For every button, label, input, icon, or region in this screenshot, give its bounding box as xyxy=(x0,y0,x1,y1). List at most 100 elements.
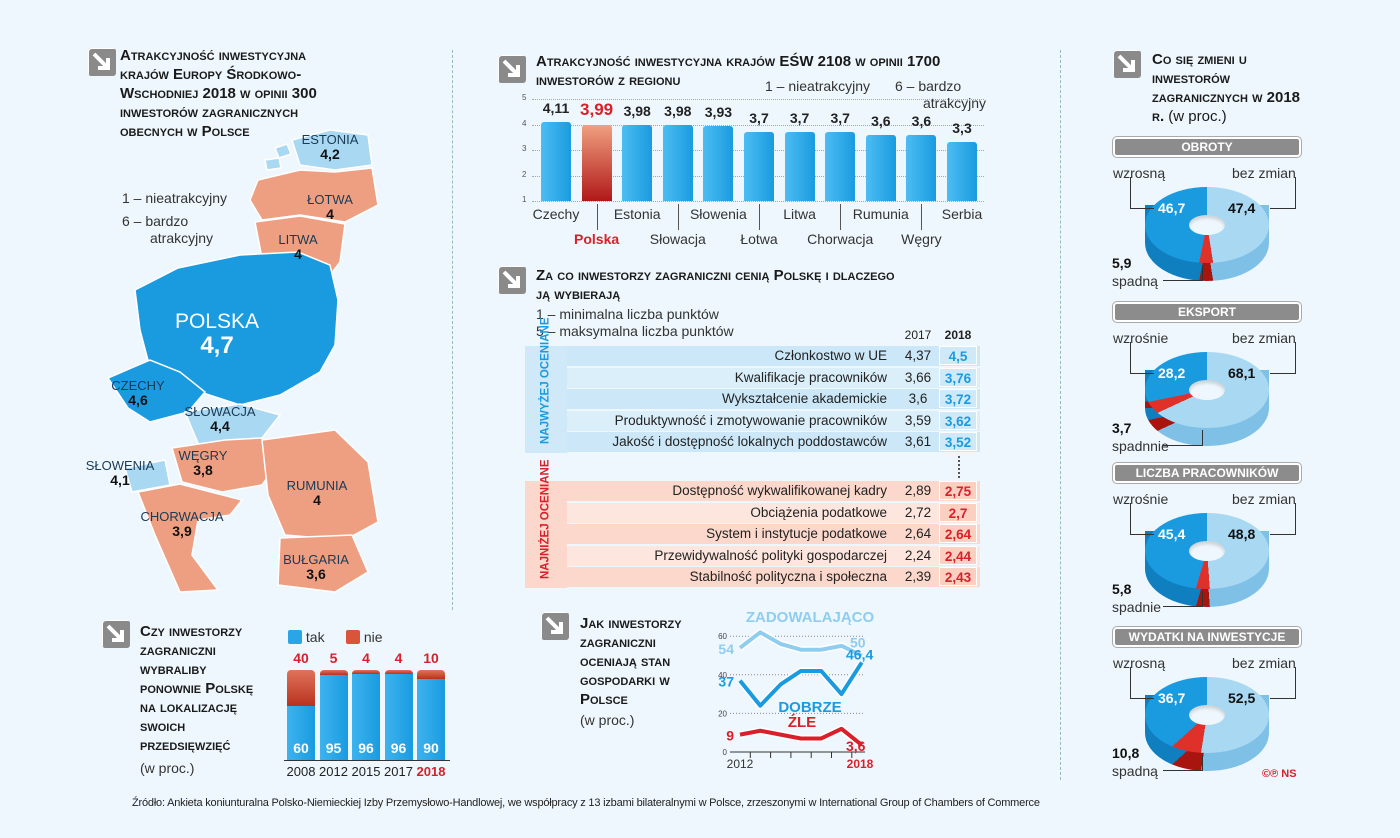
x-label: Estonia xyxy=(613,206,661,222)
bar xyxy=(622,125,653,201)
country-name: CZECHY xyxy=(111,378,165,393)
row-label: System i instytucje podatkowe xyxy=(706,526,887,541)
reasons-legend-max: 5 – maksymalna liczba punktów xyxy=(536,323,734,339)
x-label-first: 2012 xyxy=(727,757,754,771)
x-label: Polska xyxy=(574,231,620,247)
value-2017: 3,6 xyxy=(908,391,928,406)
row-label: Przewidywalność polityki gospodarczej xyxy=(654,547,887,563)
map-label: ESTONIA 4,2 xyxy=(285,132,375,162)
map-legend-max: 6 – bardzo atrakcyjny xyxy=(122,213,214,246)
leader-line xyxy=(1130,177,1154,209)
same-label: bez zmian xyxy=(1232,491,1296,507)
table-row: Członkostwo w UE 4,37 4,5 xyxy=(567,346,980,366)
credit: ©℗ NS xyxy=(1262,768,1297,780)
series-name: DOBRZE xyxy=(778,699,841,716)
up-label: wzrosną xyxy=(1113,165,1166,181)
legend-label: nie xyxy=(363,629,383,645)
bar xyxy=(947,142,977,201)
y-tick: 60 xyxy=(718,632,727,641)
tick xyxy=(921,204,923,230)
row-label: Obciążenia podatkowe xyxy=(750,504,887,520)
value-2017: 4,37 xyxy=(904,348,932,363)
map-bulgaria xyxy=(277,534,369,593)
leader-line xyxy=(1130,342,1154,374)
legend-tak: tak xyxy=(288,629,325,646)
section-header: EKSPORT xyxy=(1113,302,1301,322)
bar xyxy=(744,132,774,201)
series-line xyxy=(739,726,864,747)
bar xyxy=(865,134,896,201)
ellipsis-line xyxy=(958,456,960,478)
up-value: 28,2 xyxy=(1158,365,1186,381)
value-2018: 3,76 xyxy=(939,367,977,387)
x-label: Czechy xyxy=(532,206,580,222)
value-2017: 2,24 xyxy=(904,547,932,563)
value-label: 3,98 xyxy=(664,103,692,119)
value-tak: 60 xyxy=(293,740,309,756)
map-latvia xyxy=(249,167,379,223)
last-value: 3,6 xyxy=(846,738,866,754)
value-tak: 95 xyxy=(325,740,342,756)
country-value: 3,6 xyxy=(306,566,326,582)
value-2018: 3,62 xyxy=(939,410,977,430)
bar-nie xyxy=(287,670,315,706)
map xyxy=(106,129,379,593)
country-value: 4,4 xyxy=(210,418,230,434)
country-value: 4,6 xyxy=(128,392,148,408)
value-label: 3,6 xyxy=(871,112,891,129)
x-label: Słowenia xyxy=(689,206,747,222)
country-value: 3,9 xyxy=(172,523,192,539)
down-label: spadnie xyxy=(1112,599,1162,615)
leader-line xyxy=(1163,430,1203,446)
row-label: Wykształcenie akademickie xyxy=(722,391,887,406)
changes-title-text: Co się zmieni u inwestorów zagranicznych… xyxy=(1152,51,1301,125)
x-label: Rumunia xyxy=(852,206,909,222)
value-tak: 96 xyxy=(358,740,374,756)
bar-nie xyxy=(319,670,348,675)
bar-tak xyxy=(352,673,380,760)
map-czechia xyxy=(106,359,207,423)
map-label: WĘGRY 3,8 xyxy=(158,448,248,478)
up-label: wzrosną xyxy=(1113,655,1166,671)
value-2018: 2,7 xyxy=(939,502,977,522)
bar xyxy=(906,134,937,201)
leader-line xyxy=(1163,755,1203,771)
leader-line xyxy=(1270,177,1296,209)
x-label: Łotwa xyxy=(740,231,778,247)
map-label: CZECHY 4,6 xyxy=(93,378,183,408)
value-2018: 3,72 xyxy=(939,389,977,408)
reselect-unit: (w proc.) xyxy=(140,760,195,776)
bar-tak xyxy=(417,679,445,760)
value-label: 3,98 xyxy=(623,103,651,119)
tick xyxy=(840,204,842,230)
cee-title: Atrakcyjność inwestycyjna krajów EŚW 210… xyxy=(536,53,941,89)
leader-line xyxy=(1270,667,1296,699)
top-group-label: NAJWYŻEJ OCENIANE xyxy=(539,317,552,444)
row-label: Jakość i dostępność lokalnych poddostawc… xyxy=(612,434,887,449)
value-label: 3,93 xyxy=(704,104,733,121)
up-value: 45,4 xyxy=(1158,526,1186,542)
country-name: RUMUNIA xyxy=(286,478,348,493)
arrow-icon xyxy=(498,266,526,294)
section-header: OBROTY xyxy=(1113,137,1301,157)
row-label: Dostępność wykwalifikowanej kadry xyxy=(672,483,887,498)
cee-legend-max: 6 – bardzo atrakcyjny xyxy=(895,78,987,111)
top-group-tab: NAJWYŻEJ OCENIANE xyxy=(525,317,567,453)
country-name: ŁOTWA xyxy=(307,192,353,207)
value-label: 3,7 xyxy=(749,110,769,127)
bar xyxy=(541,121,571,201)
value-2018: 2,44 xyxy=(939,545,977,565)
value-label: 3,99 xyxy=(580,99,614,119)
series-name: ŹLE xyxy=(788,714,816,731)
map-label: ŁOTWA 4 xyxy=(285,192,375,222)
divider xyxy=(1060,50,1061,780)
table-row: Przewidywalność polityki gospodarczej 2,2… xyxy=(567,545,980,566)
down-label: spadnnie xyxy=(1112,438,1169,454)
arrow-icon xyxy=(1113,50,1141,78)
value-2018: 4,5 xyxy=(939,346,977,365)
value-2017: 2,72 xyxy=(904,504,932,520)
value-2018: 2,64 xyxy=(939,524,977,543)
leader-line xyxy=(1163,591,1203,607)
down-value: 5,8 xyxy=(1112,581,1132,597)
table-row: Jakość i dostępność lokalnych poddostawc… xyxy=(567,432,980,452)
